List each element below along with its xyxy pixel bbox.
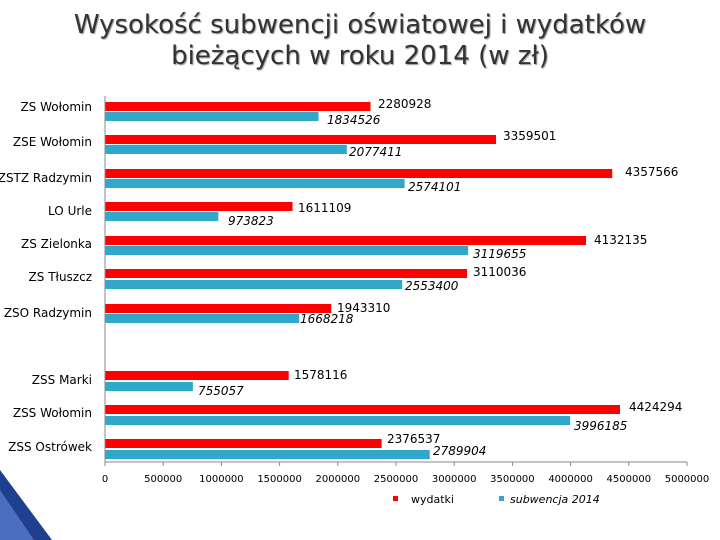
x-tick-label: 500000 [144,474,182,485]
bar-wydatki [105,439,382,448]
bar-subwencja [105,416,571,425]
bar-wydatki [105,169,613,178]
legend-swatch-subwencja [499,496,504,501]
x-tick-label: 4500000 [607,474,652,485]
category-label: ZS Zielonka [21,237,92,251]
category-label: ZS Wołomin [20,100,92,114]
bar-wydatki [105,405,620,414]
x-tick-label: 2000000 [316,474,361,485]
bar-subwencja [105,246,469,255]
x-tick-label: 3500000 [490,474,535,485]
bar-wydatki [105,236,586,245]
value-label-subwencja: 3119655 [473,247,526,261]
chart-title-line-2: bieżących w roku 2014 (w zł) [171,41,549,71]
value-label-wydatki: 1611109 [298,201,351,215]
x-tick-label: 0 [102,474,108,485]
bar-wydatki [105,102,371,111]
value-label-wydatki: 4424294 [629,400,682,414]
bar-subwencja [105,112,319,121]
value-label-wydatki: 2280928 [378,97,431,111]
value-label-wydatki: 4132135 [594,233,647,247]
value-label-subwencja: 2553400 [405,279,459,293]
value-label-wydatki: 3110036 [473,265,526,279]
value-label-wydatki: 3359501 [503,129,556,143]
value-label-subwencja: 2574101 [408,180,461,194]
bar-wydatki [105,371,289,380]
legend-swatch-wydatki [393,496,398,501]
category-label: ZSE Wołomin [13,135,92,149]
x-tick-label: 1500000 [257,474,302,485]
value-labels-layer: 2280928 1834526 3359501 2077411 4357566 25741… [198,97,682,458]
corner-decoration [0,470,52,540]
value-label-subwencja: 973823 [228,214,274,228]
category-label: ZSTZ Radzymin [0,171,92,185]
legend-label-subwencja: subwencja 2014 [510,493,600,506]
value-label-subwencja: 2789904 [433,444,486,458]
category-label: ZSS Wołomin [13,406,92,420]
bar-subwencja [105,280,403,289]
bar-wydatki [105,135,497,144]
bar-subwencja [105,450,430,459]
bar-subwencja [105,314,300,323]
category-label: ZS Tłuszcz [29,270,92,284]
axes-layer: 0 500000 1000000 1500000 2000000 2500000 30000… [102,96,709,485]
x-tick-label: 4000000 [548,474,593,485]
value-label-subwencja: 2077411 [349,145,402,159]
category-label: LO Urle [48,204,92,218]
bar-wydatki [105,269,468,278]
bar-wydatki [105,304,332,313]
value-label-wydatki: 4357566 [625,165,678,179]
bars-layer [105,102,620,459]
x-tick-label: 1000000 [199,474,244,485]
value-label-subwencja: 1834526 [327,113,381,127]
legend-label-wydatki: wydatki [411,493,454,506]
x-tick-label: 2500000 [374,474,419,485]
bar-subwencja [105,145,347,154]
value-label-subwencja: 1668218 [300,312,354,326]
category-labels-layer: ZS Wołomin ZSE Wołomin ZSTZ Radzymin LO Url… [0,100,92,454]
value-label-wydatki: 2376537 [387,432,440,446]
value-label-wydatki: 1578116 [294,368,347,382]
bar-subwencja [105,212,219,221]
chart-title-line-1: Wysokość subwencji oświatowej i wydatków [73,10,647,40]
value-label-wydatki: 1943310 [337,301,390,315]
corner-decoration-shape-inner [0,490,34,540]
value-label-subwencja: 3996185 [574,419,627,433]
bar-wydatki [105,202,293,211]
category-label: ZSS Marki [32,373,92,387]
legend: wydatki subwencja 2014 [393,493,600,506]
bar-subwencja [105,179,405,188]
value-label-subwencja: 755057 [198,384,244,398]
category-label: ZSS Ostrówek [8,440,92,454]
x-tick-label: 3000000 [432,474,477,485]
chart-title: Wysokość subwencji oświatowej i wydatków… [0,10,720,72]
x-tick-label: 5000000 [665,474,710,485]
bar-subwencja [105,382,193,391]
category-label: ZSO Radzymin [4,306,92,320]
